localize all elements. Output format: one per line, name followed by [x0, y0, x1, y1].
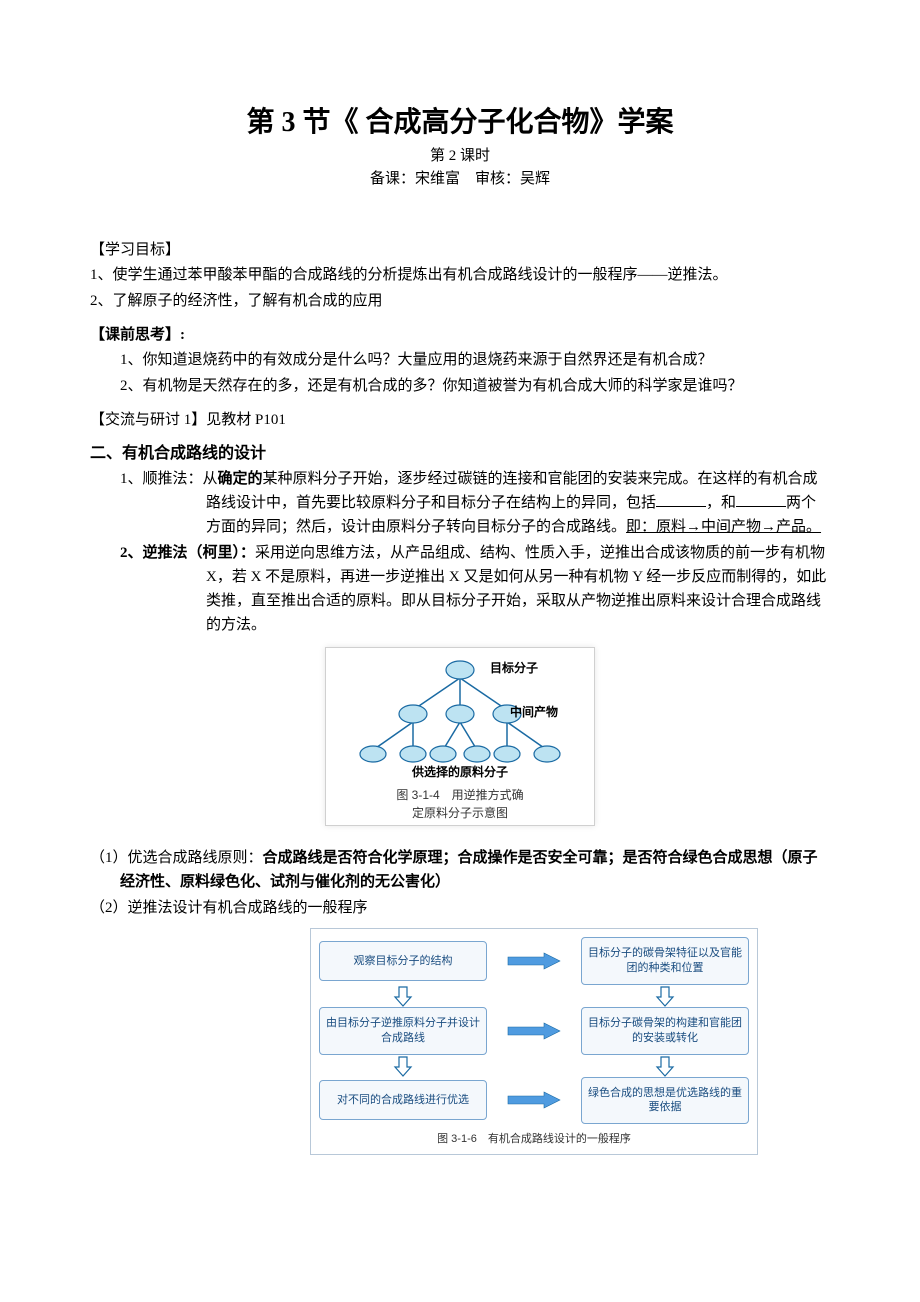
flow-box-3: 由目标分子逆推原料分子并设计合成路线	[319, 1007, 487, 1055]
discuss-heading: 【交流与研讨 1】见教材 P101	[90, 408, 830, 429]
method2-body: 采用逆向思维方法，从产品组成、结构、性质入手，逆推出合成该物质的前一步有机物 X…	[206, 545, 826, 633]
blank-1	[656, 491, 706, 507]
objectives-heading: 【学习目标】	[90, 238, 830, 259]
method1-mid: 和	[721, 495, 736, 511]
method1-bold: 确定的	[218, 471, 263, 487]
arrow-right-icon	[504, 1022, 564, 1040]
flow-caption: 图 3-1-6 有机合成路线设计的一般程序	[319, 1130, 749, 1146]
flowchart: 观察目标分子的结构 目标分子的碳骨架特征以及官能团的种类和位置 由目标分子逆推原…	[310, 928, 758, 1155]
objective-1-text: 1、使学生通过苯甲酸苯甲酯的合成路线的分析提炼出有机合成路线设计的一般程序——逆…	[90, 267, 728, 283]
prethink-1: 1、你知道退烧药中的有效成分是什么吗？大量应用的退烧药来源于自然界还是有机合成？	[90, 348, 830, 372]
method2-label: 2、逆推法（柯里）：	[120, 545, 255, 561]
svg-text:中间产物: 中间产物	[510, 704, 558, 719]
tree-caption-2: 定原料分子示意图	[332, 806, 588, 822]
tree-svg: 目标分子中间产物供选择的原料分子	[335, 654, 585, 786]
para1-label: （1）优选合成路线原则：	[90, 850, 263, 866]
tree-diagram: 目标分子中间产物供选择的原料分子 图 3-1-4 用逆推方式确 定原料分子示意图	[325, 647, 595, 826]
arrow-down-icon	[655, 1055, 675, 1077]
arrow-down-icon	[655, 985, 675, 1007]
flow-box-5: 对不同的合成路线进行优选	[319, 1080, 487, 1120]
section-2-heading: 二、有机合成路线的设计	[90, 439, 830, 463]
flow-vrow-2	[319, 1055, 749, 1077]
tree-caption-1: 图 3-1-4 用逆推方式确	[332, 788, 588, 804]
arrow-down-icon	[393, 985, 413, 1007]
method-reverse: 2、逆推法（柯里）：采用逆向思维方法，从产品组成、结构、性质入手，逆推出合成该物…	[90, 541, 830, 637]
arrow-down-icon	[393, 1055, 413, 1077]
objective-2: 2、了解原子的经济性，了解有机合成的应用	[90, 289, 830, 313]
subtitle: 第 2 课时	[90, 144, 830, 165]
arrow-right-icon	[504, 1091, 564, 1109]
prethink-2: 2、有机物是天然存在的多，还是有机合成的多？你知道被誉为有机合成大师的科学家是谁…	[90, 374, 830, 398]
flow-row-2: 由目标分子逆推原料分子并设计合成路线 目标分子碳骨架的构建和官能团的安装或转化	[319, 1007, 749, 1055]
method1-label: 1、顺推法：从	[120, 471, 218, 487]
objective-1: 1、使学生通过苯甲酸苯甲酯的合成路线的分析提炼出有机合成路线设计的一般程序——逆…	[90, 263, 830, 287]
method-forward: 1、顺推法：从确定的某种原料分子开始，逐步经过碳链的连接和官能团的安装来完成。在…	[90, 467, 830, 539]
principle-2: （2）逆推法设计有机合成路线的一般程序	[90, 896, 830, 920]
svg-text:目标分子: 目标分子	[490, 660, 538, 675]
flow-box-6: 绿色合成的思想是优选路线的重要依据	[581, 1077, 749, 1125]
flow-row-3: 对不同的合成路线进行优选 绿色合成的思想是优选路线的重要依据	[319, 1077, 749, 1125]
document-page: 第 3 节《 合成高分子化合物》学案 第 2 课时 备课：宋维富 审核：吴辉 【…	[0, 0, 920, 1302]
prethink-heading: 【课前思考】:	[90, 323, 830, 344]
flow-box-4: 目标分子碳骨架的构建和官能团的安装或转化	[581, 1007, 749, 1055]
authors-line: 备课：宋维富 审核：吴辉	[90, 167, 830, 188]
flow-vrow-1	[319, 985, 749, 1007]
arrow-right-icon	[504, 952, 564, 970]
method1-underline: 即：原料→中间产物→产品。	[626, 519, 821, 535]
page-title: 第 3 节《 合成高分子化合物》学案	[90, 100, 830, 140]
principle-1: （1）优选合成路线原则：合成路线是否符合化学原理；合成操作是否安全可靠；是否符合…	[90, 846, 830, 894]
blank-2	[736, 491, 786, 507]
svg-text:供选择的原料分子: 供选择的原料分子	[411, 764, 508, 779]
flow-row-1: 观察目标分子的结构 目标分子的碳骨架特征以及官能团的种类和位置	[319, 937, 749, 985]
flow-box-1: 观察目标分子的结构	[319, 941, 487, 981]
flow-box-2: 目标分子的碳骨架特征以及官能团的种类和位置	[581, 937, 749, 985]
